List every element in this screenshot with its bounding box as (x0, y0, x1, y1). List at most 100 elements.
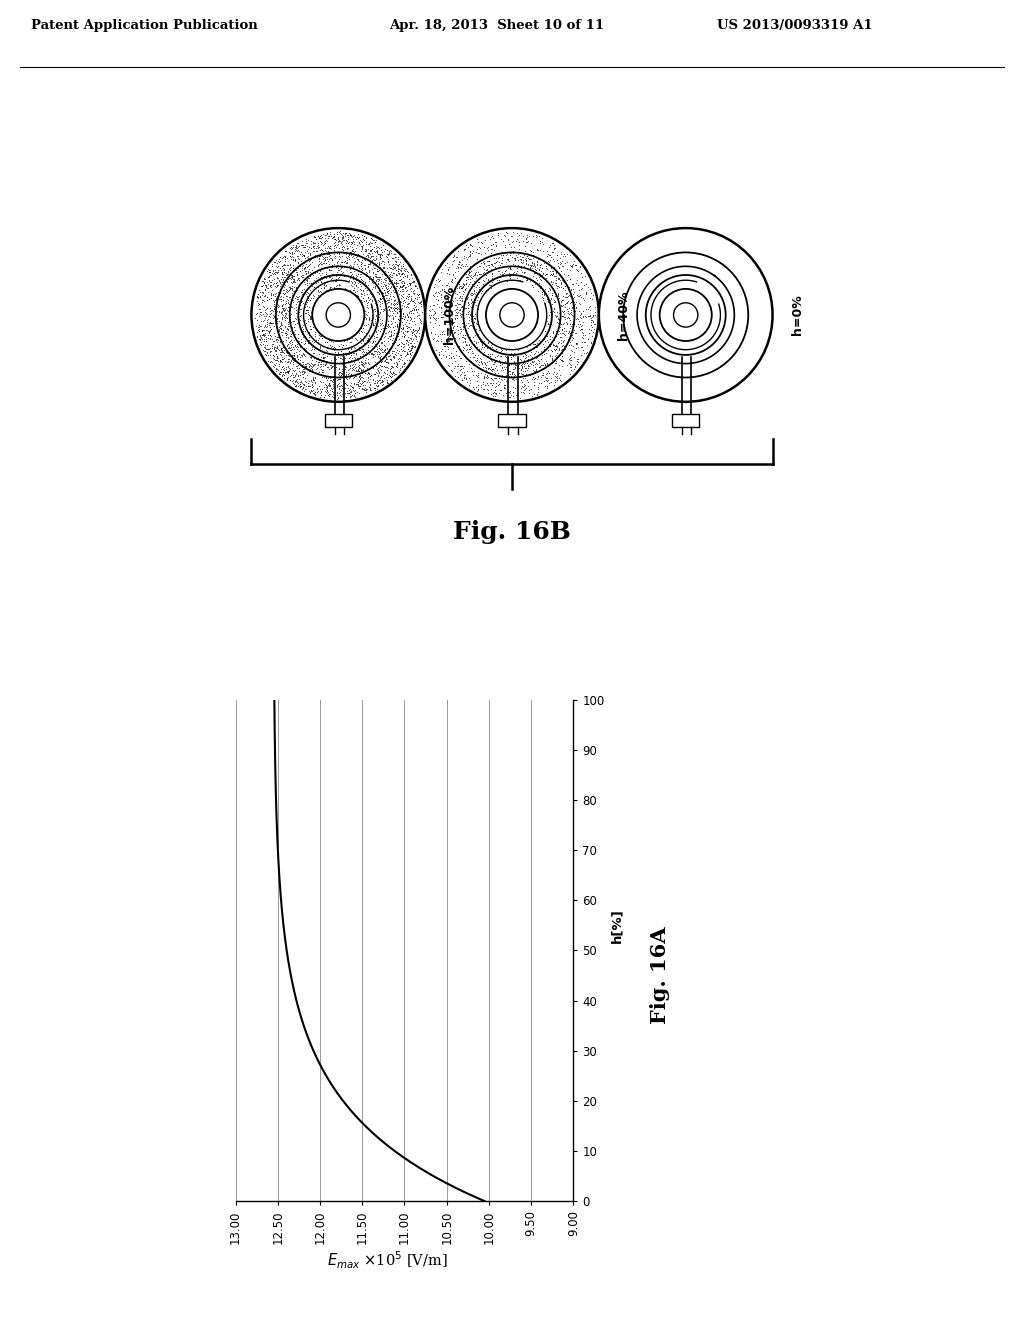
Point (316, 384, 333, 405)
Point (350, 248, 367, 269)
Point (349, 374, 366, 395)
Point (366, 271, 382, 292)
Point (380, 358, 396, 379)
Point (284, 371, 300, 392)
Point (312, 356, 329, 378)
Point (334, 227, 350, 248)
Point (270, 355, 287, 376)
Point (368, 341, 384, 362)
Point (297, 354, 313, 375)
Point (470, 310, 486, 331)
Point (395, 255, 412, 276)
Point (364, 228, 380, 249)
Point (362, 239, 379, 260)
Point (362, 246, 379, 267)
Point (264, 312, 281, 333)
Point (301, 322, 317, 343)
Point (548, 338, 564, 359)
Point (377, 342, 393, 363)
Point (317, 280, 334, 301)
Point (284, 272, 300, 293)
Point (374, 259, 390, 280)
Point (575, 288, 592, 309)
Point (257, 334, 273, 355)
Point (367, 351, 383, 372)
Point (562, 339, 579, 360)
Point (372, 329, 388, 350)
Point (551, 302, 567, 323)
Point (401, 337, 418, 358)
Point (487, 339, 504, 360)
Point (291, 331, 307, 352)
Point (330, 242, 346, 263)
Point (557, 297, 573, 318)
Point (297, 242, 313, 263)
Point (269, 330, 286, 351)
Point (345, 297, 361, 318)
Point (456, 246, 472, 267)
Point (350, 359, 367, 380)
Point (302, 371, 318, 392)
Point (332, 381, 348, 403)
Point (347, 366, 364, 387)
Point (569, 309, 586, 330)
Point (291, 360, 307, 381)
Point (531, 248, 548, 269)
Point (289, 330, 305, 351)
Point (274, 356, 291, 378)
Point (506, 342, 522, 363)
Point (543, 271, 559, 292)
Point (436, 279, 453, 300)
Point (345, 364, 361, 385)
Point (406, 323, 422, 345)
Point (330, 252, 346, 273)
Point (371, 347, 387, 368)
Point (268, 252, 285, 273)
Point (465, 376, 481, 397)
Point (300, 304, 316, 325)
Point (279, 341, 295, 362)
Point (505, 343, 521, 364)
Point (483, 379, 500, 400)
Point (274, 337, 291, 358)
Point (295, 376, 311, 397)
Point (395, 325, 412, 346)
Point (408, 300, 424, 321)
Point (374, 288, 390, 309)
Point (301, 370, 317, 391)
Point (342, 379, 358, 400)
Point (321, 356, 337, 378)
Point (285, 347, 301, 368)
Point (327, 231, 343, 252)
Point (297, 371, 313, 392)
Point (343, 226, 359, 247)
Point (383, 325, 399, 346)
Point (466, 281, 482, 302)
Point (544, 282, 560, 304)
Point (441, 347, 458, 368)
Point (259, 286, 275, 308)
Point (335, 222, 351, 243)
Point (461, 367, 477, 388)
Point (433, 321, 450, 342)
Point (365, 313, 381, 334)
Point (541, 334, 557, 355)
Point (286, 342, 302, 363)
Point (526, 360, 543, 381)
Point (545, 334, 561, 355)
Point (425, 317, 441, 338)
Point (268, 276, 285, 297)
Point (388, 296, 404, 317)
Point (556, 323, 572, 345)
Point (476, 253, 493, 275)
Point (431, 271, 447, 292)
Point (444, 264, 461, 285)
Point (549, 244, 565, 265)
Point (295, 264, 311, 285)
Point (340, 246, 356, 267)
Point (482, 360, 499, 381)
Point (272, 268, 289, 289)
Point (278, 345, 294, 366)
Point (505, 351, 521, 372)
Point (400, 276, 417, 297)
